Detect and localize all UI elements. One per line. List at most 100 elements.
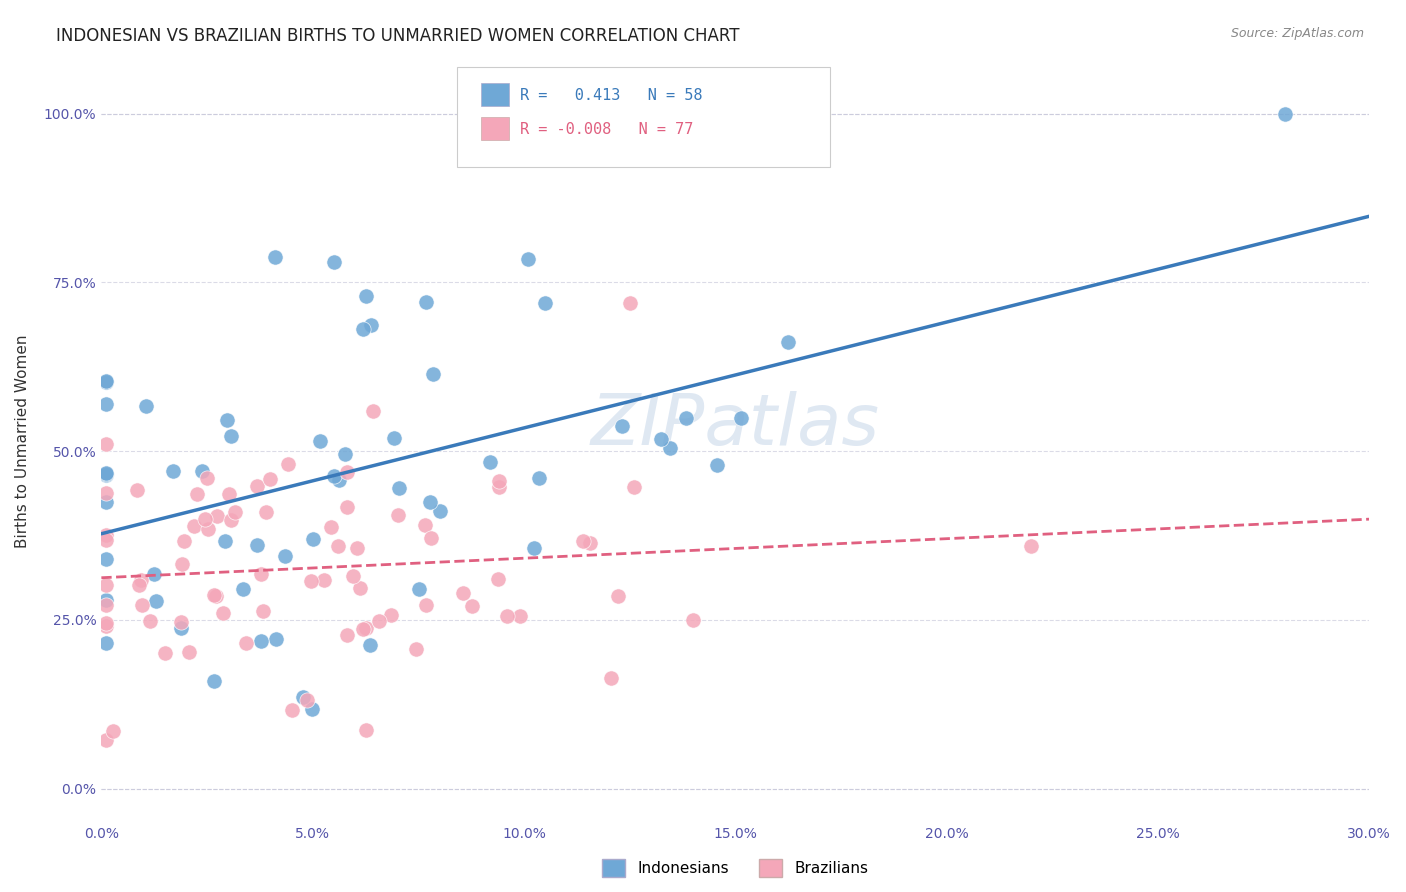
Point [408,582,430,597]
Point [299,574,322,588]
Point [94,468,117,483]
Point [610,419,633,434]
Point [336,500,359,515]
Point [186,487,208,501]
Point [382,431,405,445]
Point [94,533,117,548]
Point [183,519,205,533]
Point [202,673,225,688]
Point [263,250,285,264]
Point [232,582,254,597]
Point [302,532,325,546]
Point [219,513,242,527]
Point [451,586,474,600]
Point [94,467,117,481]
Point [516,252,538,267]
Text: R = -0.008   N = 77: R = -0.008 N = 77 [520,122,693,137]
Point [235,636,257,650]
Point [94,485,117,500]
Point [202,588,225,602]
Legend: Indonesians, Brazilians: Indonesians, Brazilians [596,853,875,883]
Point [224,505,246,519]
Point [323,469,346,483]
Point [252,604,274,618]
Point [415,295,437,310]
Text: R =   0.413   N = 58: R = 0.413 N = 58 [520,88,703,103]
Point [142,567,165,582]
Point [301,702,323,716]
Point [94,375,117,389]
Point [354,723,377,737]
Point [342,569,364,583]
Point [266,632,288,646]
Point [429,504,451,518]
Point [169,621,191,635]
Point [94,598,117,612]
Point [177,645,200,659]
Point [349,581,371,595]
Point [730,411,752,425]
Point [346,541,368,556]
Point [367,614,389,628]
Point [308,434,330,449]
Point [94,374,117,388]
Point [246,479,269,493]
Point [486,572,509,586]
Point [479,455,502,469]
Point [413,517,436,532]
Point [249,566,271,581]
Point [94,494,117,508]
Point [281,703,304,717]
Point [312,573,335,587]
Point [195,470,218,484]
Point [579,536,602,550]
Point [295,693,318,707]
Point [162,464,184,478]
Point [326,539,349,553]
Text: ZIPatlas: ZIPatlas [591,392,880,460]
Point [155,646,177,660]
Point [682,613,704,627]
Point [250,634,273,648]
Point [534,295,557,310]
Point [94,528,117,542]
Point [219,429,242,443]
Point [94,397,117,411]
Point [254,505,277,519]
Point [135,399,157,413]
Point [422,367,444,381]
Point [94,466,117,480]
Point [212,606,235,620]
Point [600,672,623,686]
Point [352,321,374,335]
Point [94,592,117,607]
Point [523,541,546,555]
Point [322,255,344,269]
Point [197,522,219,536]
Point [170,558,193,572]
Point [129,573,152,587]
Point [675,411,697,425]
Point [1274,106,1296,120]
Point [139,614,162,628]
Point [292,690,315,705]
Point [170,615,193,630]
Point [131,599,153,613]
Point [529,471,551,485]
Point [94,551,117,566]
Point [336,628,359,642]
Point [776,335,799,350]
Point [380,607,402,622]
Point [276,457,298,471]
Point [658,441,681,455]
Point [125,483,148,497]
Point [387,508,409,523]
Point [328,473,350,487]
Text: INDONESIAN VS BRAZILIAN BIRTHS TO UNMARRIED WOMEN CORRELATION CHART: INDONESIAN VS BRAZILIAN BIRTHS TO UNMARR… [56,27,740,45]
Point [619,295,641,310]
Point [94,636,117,650]
Point [128,577,150,591]
Point [321,520,343,534]
Point [215,413,238,427]
Point [214,534,236,549]
